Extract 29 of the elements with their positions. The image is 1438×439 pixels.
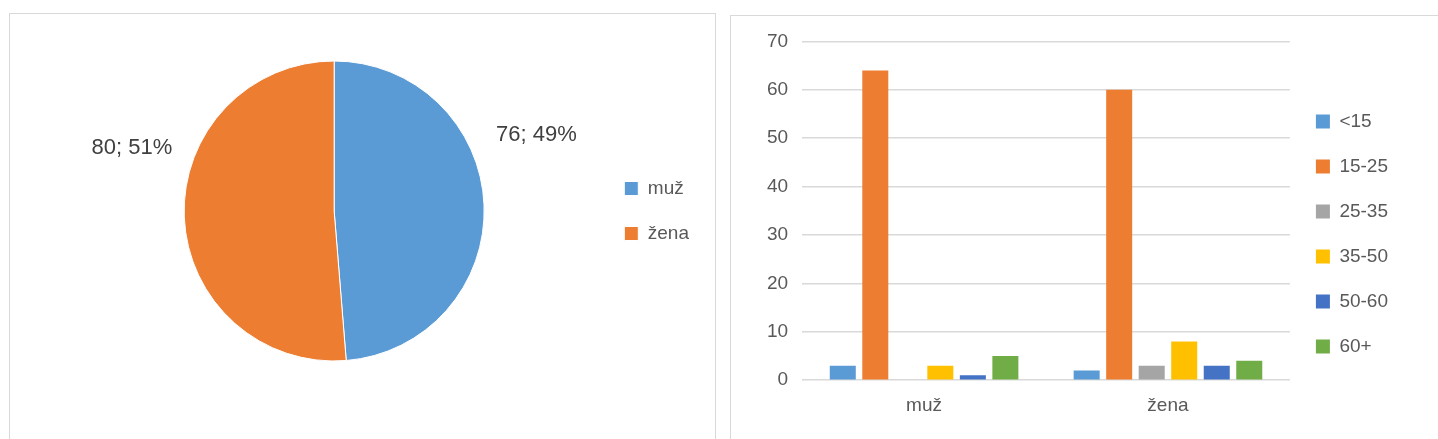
y-tick-label: 50 [766,126,789,148]
legend-label: 35-50 [1339,244,1389,266]
bar [959,375,986,380]
bar [1171,341,1198,380]
y-tick-label: 10 [766,320,789,342]
bar [927,365,954,380]
bar [1073,370,1100,380]
bar [862,70,889,380]
legend-label: muž [647,176,684,198]
bar [1106,89,1133,380]
bar [829,365,856,380]
legend-label: 60+ [1339,334,1372,356]
data-label: 80; 51% [91,133,173,159]
legend-label: 25-35 [1339,199,1389,221]
y-tick-label: 40 [766,174,789,196]
legend-label: <15 [1339,109,1372,131]
y-tick-label: 20 [766,271,789,293]
legend-label: 15-25 [1339,154,1389,176]
bar [992,356,1019,380]
y-tick-label: 0 [777,368,789,390]
legend-label: žena [647,221,690,243]
y-tick-label: 30 [766,223,789,245]
legend-label: 50-60 [1339,289,1389,311]
y-tick-label: 60 [766,78,789,100]
bar [1138,365,1165,380]
y-tick-label: 70 [766,29,789,51]
bar [1236,360,1263,380]
bar [1203,365,1230,380]
data-label: 76; 49% [496,120,577,146]
